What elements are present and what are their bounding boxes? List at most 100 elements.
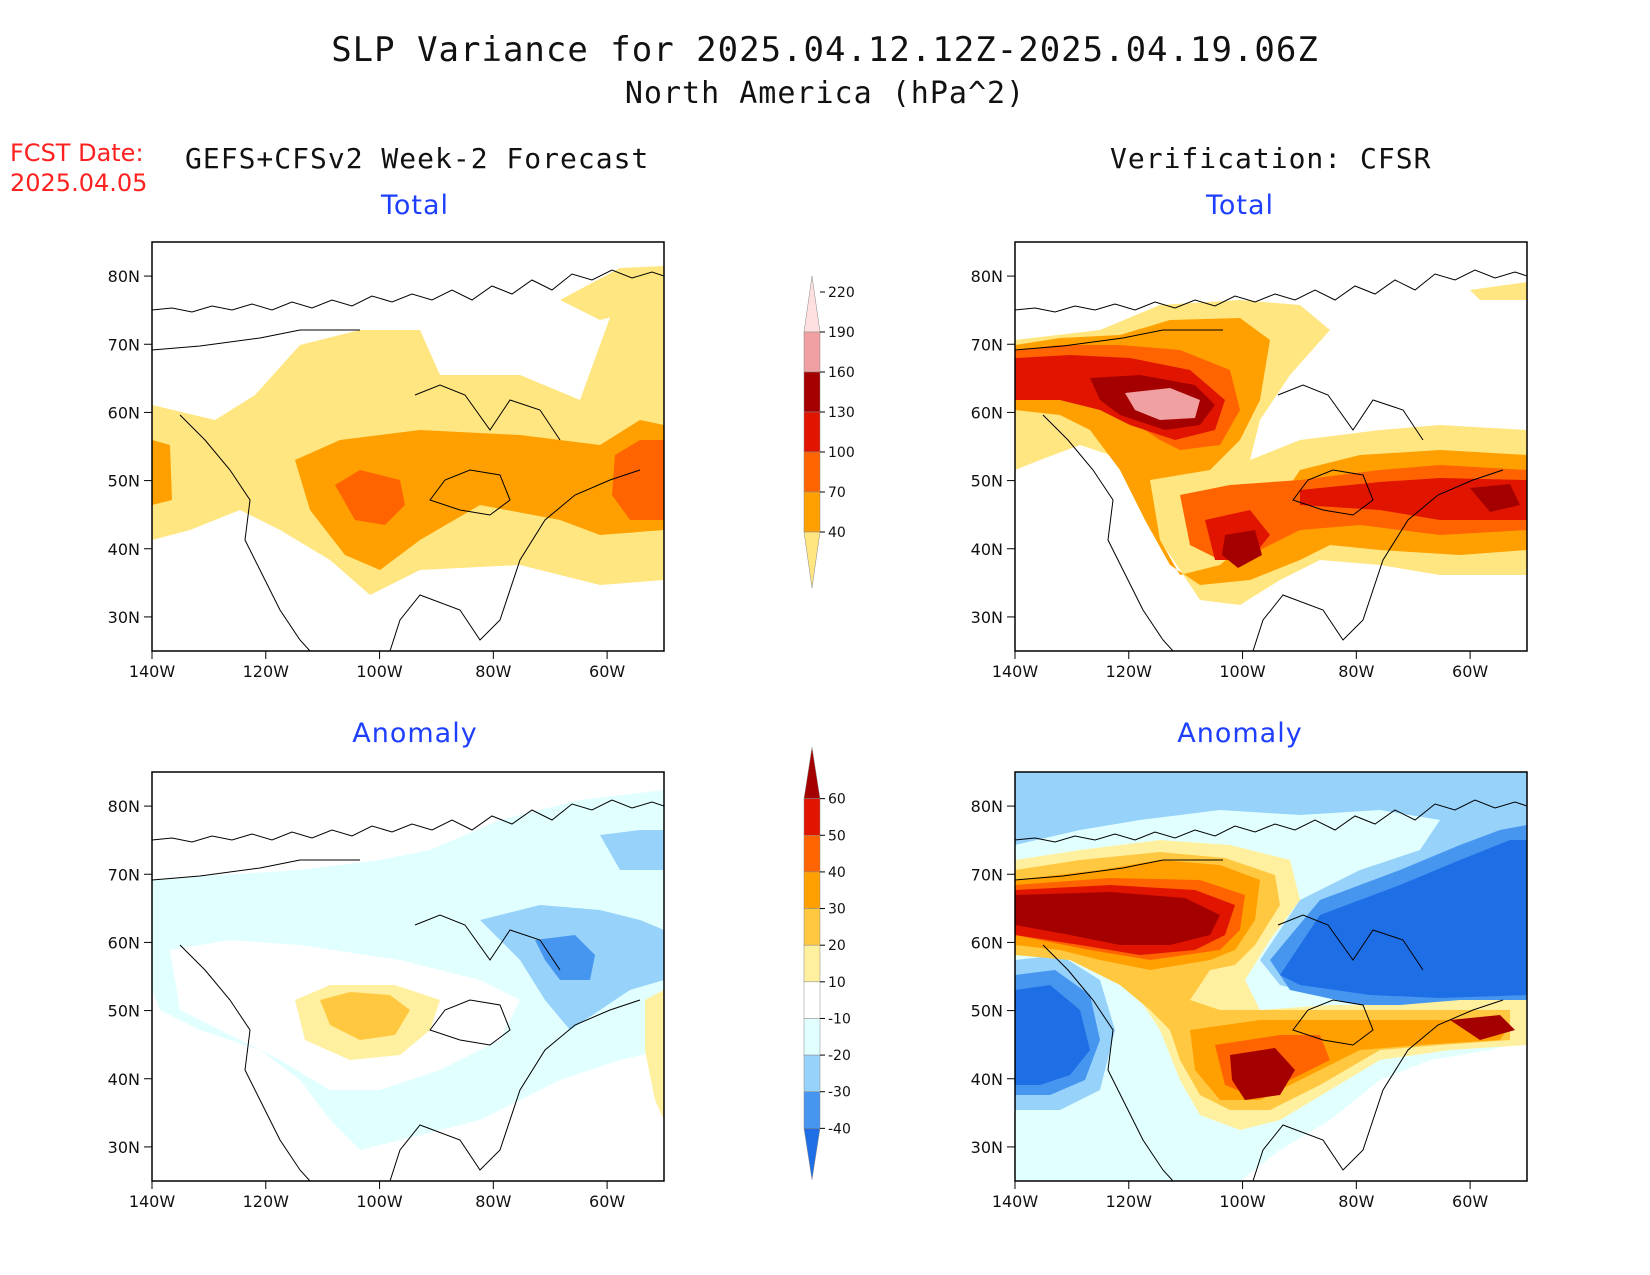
lat-label-forecast-total: 70N <box>108 335 140 354</box>
colorbar-label: 70 <box>828 485 846 501</box>
panel-title-forecast-total: Total <box>380 190 450 221</box>
colorbar-swatch <box>803 1054 821 1092</box>
colorbar-label: 190 <box>828 325 855 341</box>
shade-70-100 <box>295 420 664 570</box>
lat-label-forecast-total: 40N <box>108 540 140 559</box>
lat-label-forecast-total: 50N <box>108 472 140 491</box>
lon-label-forecast-anomaly: 60W <box>589 1192 625 1211</box>
lat-label-forecast-total: 60N <box>108 403 140 422</box>
colorbar-swatch <box>803 944 821 983</box>
lon-label-verification-total: 80W <box>1338 662 1374 681</box>
fa-shade-20-30 <box>320 992 410 1040</box>
v-shade-130-160-e <box>1300 478 1527 520</box>
lat-label-verification-total: 70N <box>971 335 1003 354</box>
v-shade-190-220 <box>1125 388 1200 420</box>
colorbar-swatch <box>803 451 821 493</box>
v-shade-160-190-s <box>1222 530 1262 568</box>
colorbar-swatch <box>803 275 821 333</box>
panel-title-verification-anomaly: Anomaly <box>1177 718 1303 749</box>
colorbar-label: 20 <box>828 938 846 954</box>
v-shade-160-190-e <box>1470 484 1520 512</box>
lon-label-forecast-total: 100W <box>356 662 403 681</box>
colorbar-swatch <box>803 371 821 413</box>
colorbar-swatch <box>803 1091 821 1129</box>
lon-label-forecast-total: 60W <box>589 662 625 681</box>
fa-shade-10-20-e <box>645 990 664 1120</box>
shade-100-130 <box>335 470 405 525</box>
colorbar-total: 40 70 100 130 160 190 220 <box>803 275 855 589</box>
lat-label-verification-total: 60N <box>971 403 1003 422</box>
lat-label-forecast-anomaly: 40N <box>108 1070 140 1089</box>
fcst-date-value: 2025.04.05 <box>10 169 148 197</box>
colorbar-label: -20 <box>828 1048 851 1064</box>
lat-label-forecast-anomaly: 50N <box>108 1002 140 1021</box>
lon-label-verification-anomaly: 100W <box>1219 1192 1266 1211</box>
colorbar-label: 60 <box>828 792 846 808</box>
colorbar-label: -10 <box>828 1011 851 1027</box>
colorbar-label: 160 <box>828 365 855 381</box>
colorbar-swatch <box>803 1018 821 1056</box>
colorbar-label: 10 <box>828 975 846 991</box>
lat-label-verification-total: 30N <box>971 608 1003 627</box>
lat-label-verification-anomaly: 30N <box>971 1138 1003 1157</box>
colorbar-label: -40 <box>828 1121 851 1137</box>
colorbar-label: 30 <box>828 902 846 918</box>
colorbar-swatch <box>803 1128 821 1180</box>
lat-label-forecast-total: 80N <box>108 267 140 286</box>
map-verification-anomaly <box>1014 771 1528 1182</box>
shade-70-100-w <box>152 440 172 505</box>
lon-label-verification-total: 120W <box>1106 662 1153 681</box>
lat-label-forecast-anomaly: 80N <box>108 797 140 816</box>
lon-label-forecast-total: 120W <box>243 662 290 681</box>
colorbar-swatch <box>803 411 821 453</box>
map-forecast-total <box>151 241 665 652</box>
colorbar-swatch <box>803 331 821 373</box>
main-subtitle: North America (hPa^2) <box>624 76 1026 111</box>
colorbar-swatch <box>803 747 821 799</box>
panel-title-forecast-anomaly: Anomaly <box>352 718 478 749</box>
fa-shade-neg30 <box>535 935 595 980</box>
panel-title-verification-total: Total <box>1205 190 1275 221</box>
colorbar-label: -30 <box>828 1085 851 1101</box>
colorbar-swatch <box>803 981 821 1019</box>
fcst-date: FCST Date: 2025.04.05 <box>10 138 147 198</box>
lon-label-forecast-anomaly: 140W <box>129 1192 176 1211</box>
fcst-date-label: FCST Date: <box>10 139 144 167</box>
colorbar-label: 130 <box>828 405 855 421</box>
lat-label-verification-total: 50N <box>971 472 1003 491</box>
map-forecast-anomaly <box>151 771 665 1182</box>
v-shade-40-70-ne <box>1470 282 1527 300</box>
forecast-header: GEFS+CFSv2 Week-2 Forecast <box>185 142 650 175</box>
lat-label-verification-anomaly: 60N <box>971 933 1003 952</box>
colorbar-swatch <box>803 531 821 589</box>
colorbar-label: 40 <box>828 865 846 881</box>
colorbar-swatch <box>803 835 821 873</box>
lat-label-forecast-anomaly: 70N <box>108 865 140 884</box>
colorbar-swatch <box>803 798 821 836</box>
map-verification-total <box>1014 241 1528 652</box>
main-title: SLP Variance for 2025.04.12.12Z-2025.04.… <box>331 30 1319 70</box>
colorbar-swatch <box>803 871 821 909</box>
lat-label-verification-anomaly: 50N <box>971 1002 1003 1021</box>
lat-label-verification-anomaly: 70N <box>971 865 1003 884</box>
colorbar-label: 220 <box>828 285 855 301</box>
lon-label-verification-anomaly: 80W <box>1338 1192 1374 1211</box>
lon-label-verification-total: 60W <box>1452 662 1488 681</box>
axes-layer: 80N 70N 60N 50N 40N 30N 140W 120W 100W 80W 60W 80N 7… <box>108 267 1489 1211</box>
va-shade-neg40-e <box>1280 840 1527 998</box>
lat-label-verification-total: 80N <box>971 267 1003 286</box>
lat-label-forecast-anomaly: 30N <box>108 1138 140 1157</box>
colorbar-label: 50 <box>828 828 846 844</box>
lat-label-forecast-anomaly: 60N <box>108 933 140 952</box>
fa-shade-neg20-n <box>600 830 664 870</box>
lon-label-verification-anomaly: 120W <box>1106 1192 1153 1211</box>
lon-label-forecast-anomaly: 80W <box>475 1192 511 1211</box>
colorbar-swatch <box>803 491 821 533</box>
colorbar-label: 40 <box>828 525 846 541</box>
lon-label-forecast-anomaly: 120W <box>243 1192 290 1211</box>
colorbar-anomaly: -40 -30 -20 -10 10 20 30 40 50 60 <box>803 747 851 1180</box>
lon-label-forecast-anomaly: 100W <box>356 1192 403 1211</box>
lat-label-verification-total: 40N <box>971 540 1003 559</box>
lon-label-forecast-total: 140W <box>129 662 176 681</box>
